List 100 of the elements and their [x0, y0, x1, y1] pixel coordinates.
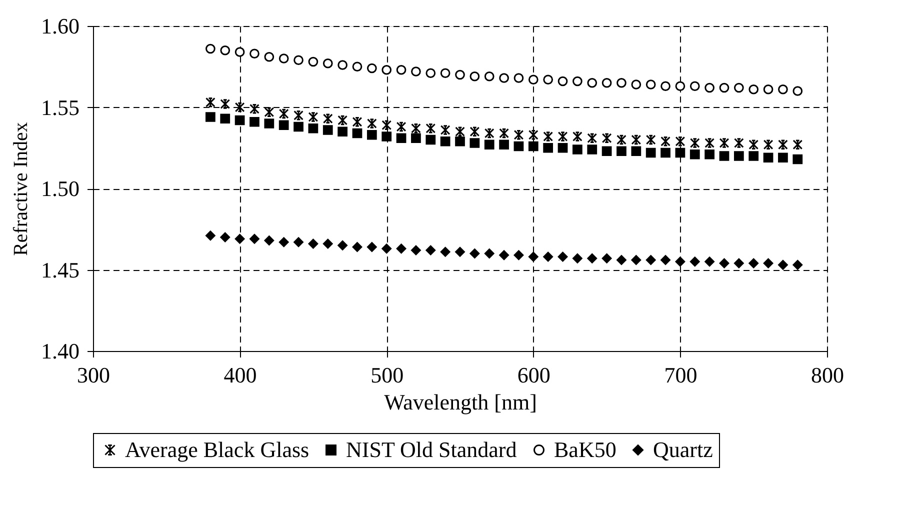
point	[734, 82, 744, 93]
point	[440, 125, 450, 135]
point	[734, 151, 744, 161]
point	[543, 252, 554, 262]
point	[558, 142, 568, 153]
point	[206, 97, 216, 108]
point	[660, 255, 670, 265]
legend-label: Quartz	[653, 437, 714, 462]
point	[352, 116, 362, 127]
y-tick-label: 1.45	[41, 257, 80, 282]
point	[616, 134, 626, 145]
point	[322, 238, 333, 249]
point	[366, 63, 377, 74]
point	[660, 136, 670, 146]
x-tick-label: 600	[517, 362, 550, 388]
point	[792, 86, 803, 96]
point	[484, 248, 494, 258]
point	[220, 99, 230, 109]
point	[631, 80, 642, 90]
point	[366, 118, 377, 128]
point	[411, 66, 421, 76]
point	[558, 76, 568, 86]
point	[220, 45, 230, 56]
point	[294, 237, 304, 248]
point	[602, 133, 612, 144]
point	[382, 64, 392, 75]
point	[572, 76, 582, 86]
point	[572, 144, 582, 154]
point	[602, 146, 612, 156]
point	[719, 151, 730, 161]
point	[455, 246, 465, 257]
point	[308, 112, 318, 122]
point	[294, 55, 304, 66]
point	[763, 258, 774, 268]
point	[250, 116, 260, 127]
point	[426, 68, 436, 78]
point	[528, 141, 538, 152]
point	[396, 244, 406, 254]
point	[206, 112, 216, 122]
point	[322, 114, 333, 124]
point	[528, 130, 538, 140]
point	[499, 140, 509, 150]
point	[704, 149, 714, 160]
point	[382, 244, 392, 254]
point	[499, 128, 509, 138]
point	[616, 78, 626, 88]
point	[704, 82, 714, 93]
point	[396, 64, 406, 75]
point	[278, 54, 289, 64]
point	[778, 260, 788, 270]
point	[558, 132, 568, 142]
point	[748, 140, 759, 150]
point	[220, 232, 230, 242]
x-tick-label: 400	[224, 362, 257, 388]
point	[602, 253, 612, 264]
point	[675, 148, 686, 158]
legend-label: Average Black Glass	[125, 437, 310, 462]
y-tick-label: 1.55	[41, 94, 80, 120]
point	[734, 258, 744, 268]
point	[440, 136, 450, 146]
point	[455, 70, 465, 80]
point	[690, 149, 700, 160]
point	[470, 71, 480, 82]
point	[338, 126, 348, 137]
point	[278, 108, 289, 119]
x-tick-label: 700	[664, 362, 698, 388]
point	[206, 230, 216, 241]
point	[763, 84, 774, 94]
legend-label: NIST Old Standard	[346, 437, 517, 462]
point	[528, 252, 538, 262]
point	[660, 81, 670, 92]
point	[426, 123, 436, 134]
x-axis-title: Wavelength [nm]	[384, 390, 537, 414]
point	[250, 48, 260, 59]
point	[792, 260, 803, 270]
point	[675, 136, 686, 146]
point	[792, 154, 803, 164]
point	[455, 126, 465, 137]
point	[587, 133, 598, 144]
point	[440, 246, 450, 257]
point	[484, 128, 494, 138]
point	[631, 255, 642, 265]
point	[470, 248, 480, 258]
point	[366, 242, 377, 252]
point	[411, 123, 421, 134]
point	[264, 52, 274, 62]
point	[470, 138, 480, 148]
point	[778, 152, 788, 163]
point	[631, 134, 642, 145]
point	[426, 134, 436, 145]
point	[690, 256, 700, 267]
point	[426, 245, 436, 256]
y-axis-title: Refractive Index	[10, 122, 32, 256]
point	[470, 126, 480, 137]
point	[484, 140, 494, 150]
point	[366, 130, 377, 140]
point	[616, 255, 626, 265]
point	[514, 141, 524, 152]
point	[646, 148, 656, 158]
point	[234, 47, 245, 57]
